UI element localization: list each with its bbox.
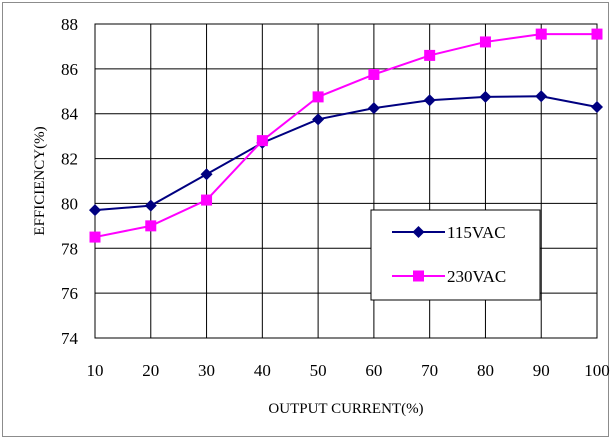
x-tick-label: 60 [365, 361, 382, 380]
y-tick-label: 84 [61, 105, 79, 124]
x-axis-title: OUTPUT CURRENT(%) [268, 401, 423, 417]
y-tick-label: 76 [61, 284, 78, 303]
y-tick-label: 74 [61, 329, 79, 348]
x-tick-label: 50 [310, 361, 327, 380]
data-point-230vac [536, 29, 547, 40]
x-tick-label: 30 [198, 361, 215, 380]
legend-label-230vac: 230VAC [447, 267, 506, 286]
y-tick-labels: 74 76 78 80 82 84 86 88 [61, 15, 79, 348]
legend: 115VAC 230VAC [371, 210, 540, 300]
x-tick-label: 20 [142, 361, 159, 380]
y-tick-label: 82 [61, 150, 78, 169]
data-point-230vac [90, 232, 101, 243]
data-point-230vac [424, 50, 435, 61]
y-tick-label: 86 [61, 60, 78, 79]
x-tick-label: 10 [87, 361, 104, 380]
x-tick-labels: 10 20 30 40 50 60 70 80 90 100 [87, 361, 610, 380]
legend-marker-230vac [413, 271, 424, 282]
x-tick-label: 80 [477, 361, 494, 380]
y-tick-label: 78 [61, 239, 78, 258]
x-tick-label: 70 [421, 361, 438, 380]
data-point-230vac [368, 69, 379, 80]
data-point-230vac [257, 135, 268, 146]
x-tick-label: 100 [584, 361, 610, 380]
x-tick-label: 90 [533, 361, 550, 380]
x-tick-label: 40 [254, 361, 271, 380]
data-point-230vac [592, 29, 603, 40]
y-tick-label: 88 [61, 15, 78, 34]
data-point-230vac [313, 91, 324, 102]
legend-label-115vac: 115VAC [447, 223, 506, 242]
data-point-230vac [201, 195, 212, 206]
data-point-230vac [480, 36, 491, 47]
y-axis-title: EFFICIENCY(%) [32, 126, 48, 235]
y-tick-label: 80 [61, 194, 78, 213]
data-point-230vac [145, 220, 156, 231]
